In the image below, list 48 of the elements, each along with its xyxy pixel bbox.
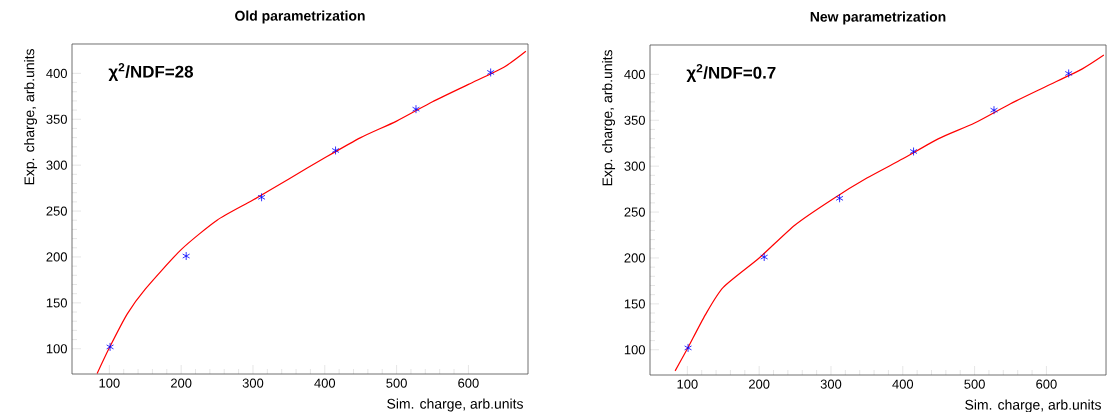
- y-tick-label: 250: [624, 207, 645, 217]
- point: [1064, 69, 1073, 78]
- y-tick-label: 100: [624, 345, 645, 355]
- point: [909, 147, 918, 156]
- line-series: [674, 54, 1105, 372]
- point: [182, 251, 191, 261]
- point: [835, 193, 844, 203]
- y-tick-label: 100: [46, 344, 67, 354]
- x-tick-label: 500: [964, 379, 985, 389]
- y-tick-label: 300: [46, 160, 67, 170]
- x-tick-label: 500: [386, 378, 407, 388]
- y-axis-title: Exp. charge, arb.units: [24, 49, 38, 185]
- line-series: [96, 50, 527, 374]
- y-tick-label: 300: [624, 161, 645, 171]
- point: [412, 104, 420, 114]
- x-axis-title: Sim. charge, arb.units: [965, 399, 1101, 412]
- x-tick-label: 200: [171, 378, 192, 388]
- chart-title: Old parametrization: [235, 10, 365, 24]
- chart-title: New parametrization: [810, 11, 946, 25]
- x-tick-label: 600: [458, 378, 479, 388]
- x-tick-label: 400: [314, 378, 336, 388]
- point: [106, 342, 114, 352]
- y-tick-label: 150: [624, 299, 645, 309]
- y-axis-title: Exp. charge, arb.units: [602, 50, 616, 186]
- x-tick-label: 300: [820, 379, 842, 389]
- point: [257, 192, 266, 202]
- x-axis-title: Sim. charge, arb.units: [387, 398, 523, 412]
- y-tick-label: 400: [624, 69, 645, 79]
- y-tick-label: 200: [624, 253, 645, 263]
- x-tick-label: 300: [242, 378, 264, 388]
- x-tick-label: 400: [892, 379, 914, 389]
- point: [684, 343, 692, 353]
- y-tick-label: 350: [624, 115, 645, 125]
- y-tick-label: 200: [46, 252, 67, 262]
- y-tick-label: 150: [46, 298, 67, 308]
- point: [760, 252, 769, 262]
- x-tick-label: 100: [677, 379, 698, 389]
- annotation: χ$^{2}$/NDF=28: [108, 63, 194, 82]
- x-tick-label: 100: [99, 378, 120, 388]
- x-tick-label: 600: [1036, 379, 1057, 389]
- y-tick-label: 400: [46, 68, 67, 78]
- point: [331, 146, 340, 155]
- point: [990, 105, 998, 115]
- point: [486, 68, 495, 77]
- y-tick-label: 250: [46, 206, 67, 216]
- x-tick-label: 200: [749, 379, 770, 389]
- annotation: χ$^{2}$/NDF=0.7: [686, 64, 776, 83]
- y-tick-label: 350: [46, 114, 67, 124]
